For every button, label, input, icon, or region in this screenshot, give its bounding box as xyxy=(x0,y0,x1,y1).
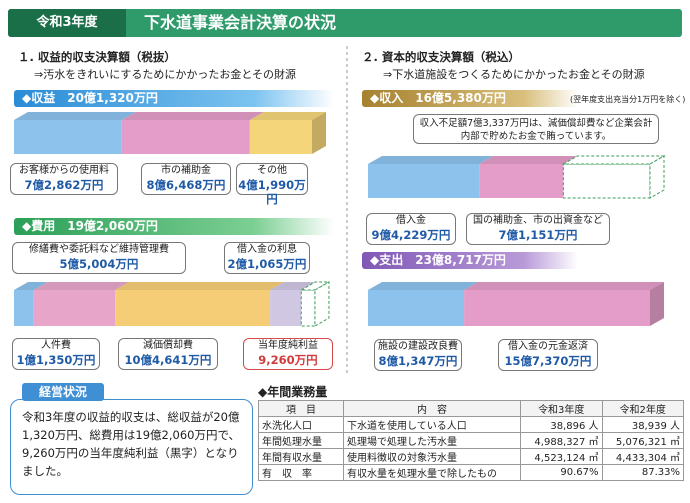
section1-subheading: ⇒汚水をきれいにするためにかかったお金とその財源 xyxy=(34,68,296,81)
row-content: 有収水量を処理水量で除したもの xyxy=(343,464,521,481)
revenue-bar-segment-3-top xyxy=(249,112,326,120)
row-item: 年間有収水量 xyxy=(258,448,344,465)
row-item: 有 収 率 xyxy=(258,464,344,481)
expenditure-bar-segment-1-top xyxy=(368,282,479,290)
revenue-bar-side xyxy=(312,112,326,154)
row-content: 下水道を使用している人口 xyxy=(343,416,521,433)
table-row: 年間有収水量 使用料徴収の対象汚水量 4,523,124 ㎥ 4,433,304… xyxy=(258,448,684,465)
row-content: 処理場で処理した汚水量 xyxy=(343,432,521,449)
table-row: 年間処理水量 処理場で処理した汚水量 4,988,327 ㎥ 5,076,321… xyxy=(258,432,684,449)
income-bar-segment-3 xyxy=(562,163,651,199)
management-status-text: 令和3年度の収益的収支は、総収益が20億1,320万円、総費用は19億2,060… xyxy=(22,410,241,478)
table-header-row: 項 目 内 容 令和3年度 令和2年度 xyxy=(258,400,684,417)
expense-bar-segment-5-top xyxy=(299,281,331,291)
expense-bar-segment-4-top xyxy=(270,282,316,290)
expenditure-bar-side xyxy=(650,282,664,326)
expense-band: ◆費用 19億2,060万円 xyxy=(14,218,334,235)
income-bar-side xyxy=(649,155,665,199)
row-r2: 5,076,321 ㎥ xyxy=(601,432,684,449)
section2-heading: ２. 資本的収支決算額（税込） xyxy=(362,50,520,64)
revenue-bar-segment-3 xyxy=(249,120,312,154)
management-status-box xyxy=(10,399,253,495)
callout-personnel: 人件費 1億1,350万円 xyxy=(12,338,100,370)
income-band: ◆収入 16億5,380万円 xyxy=(362,90,578,107)
revenue-band: ◆収益 20億1,320万円 xyxy=(14,90,334,107)
income-bar-segment-1-top xyxy=(368,156,494,164)
expense-bar-segment-4 xyxy=(270,290,302,326)
income-note: (翌年度支出充当分1万円を除く) xyxy=(570,95,686,104)
row-r3: 90.67% xyxy=(520,464,603,481)
callout-principal-repayment: 借入金の元金返済 15億7,370万円 xyxy=(498,339,598,371)
expenditure-bar-segment-2 xyxy=(464,290,650,326)
callout-other-revenue: その他 4億1,990万円 xyxy=(236,163,308,206)
row-item: 年間処理水量 xyxy=(258,432,344,449)
callout-maintenance: 修繕費や委託料など維持管理費 5億5,004万円 xyxy=(12,242,186,274)
expenditure-title: ◆支出 23億8,717万円 xyxy=(370,253,506,267)
callout-borrowing: 借入金 9億4,229万円 xyxy=(366,213,456,245)
callout-construction: 施設の建設改良費 8億1,347万円 xyxy=(374,339,462,371)
expense-bar-segment-1 xyxy=(14,290,34,326)
revenue-bar-segment-1 xyxy=(14,120,122,154)
expenditure-band: ◆支出 23億8,717万円 xyxy=(362,252,578,269)
expense-bar-segment-3 xyxy=(115,290,271,326)
section2-subheading: ⇒下水道施設をつくるためにかかったお金とその財源 xyxy=(383,68,645,81)
expenditure-bar-segment-1 xyxy=(368,290,465,326)
expenditure-bar-segment-2-top xyxy=(464,282,664,290)
income-bar-segment-3-top xyxy=(561,155,666,165)
revenue-bar-segment-2-top xyxy=(121,112,264,120)
table-title: ◆年間業務量 xyxy=(258,385,328,399)
callout-shortfall: 収入不足額7億3,337万円は、減価償却費など企業会計内部で貯めたお金で賄ってい… xyxy=(413,114,659,144)
chart-canvas xyxy=(14,112,666,327)
row-r2: 87.33% xyxy=(601,464,684,481)
section-divider xyxy=(346,46,348,376)
expense-title: ◆費用 19億2,060万円 xyxy=(22,219,158,233)
fiscal-year-label: 令和3年度 xyxy=(8,9,126,37)
callout-customer-fee: お客様からの使用料 7億2,862万円 xyxy=(10,163,118,195)
expense-bar-segment-2 xyxy=(33,290,116,326)
row-r2: 4,433,304 ㎥ xyxy=(601,448,684,465)
header-r3: 令和3年度 xyxy=(520,400,603,417)
section1-heading: １. 収益的収支決算額（税抜） xyxy=(18,50,176,64)
header-item: 項 目 xyxy=(258,400,344,417)
income-bar-segment-2-top xyxy=(479,156,578,164)
income-title: ◆収入 16億5,380万円 xyxy=(370,91,506,105)
revenue-title: ◆収益 20億1,320万円 xyxy=(22,91,158,105)
expense-bar-segment-3-top xyxy=(115,282,285,290)
row-item: 水洗化人口 xyxy=(258,416,344,433)
expense-bar-segment-2-top xyxy=(33,282,130,290)
callout-city-subsidy: 市の補助金 8億6,468万円 xyxy=(141,163,231,195)
row-r3: 4,523,124 ㎥ xyxy=(520,448,603,465)
row-content: 使用料徴収の対象汚水量 xyxy=(343,448,521,465)
management-status-tag: 経営状況 xyxy=(22,383,104,401)
callout-interest: 借入金の利息 2億1,065万円 xyxy=(224,242,310,274)
page-title: 下水道事業会計決算の状況 xyxy=(144,13,337,32)
annual-volume-table: 項 目 内 容 令和3年度 令和2年度 水洗化人口 下水道を使用している人口 3… xyxy=(258,400,684,481)
title-bar: 令和3年度 下水道事業会計決算の状況 xyxy=(8,9,682,37)
expense-bar-segment-5 xyxy=(300,289,316,327)
row-r3: 4,988,327 ㎥ xyxy=(520,432,603,449)
callout-national-subsidy: 国の補助金、市の出資金など 7億1,151万円 xyxy=(466,213,610,245)
revenue-bar-segment-2 xyxy=(121,120,250,154)
table-row: 水洗化人口 下水道を使用している人口 38,896 人 38,939 人 xyxy=(258,416,684,433)
row-r2: 38,939 人 xyxy=(601,416,684,433)
income-bar-segment-2 xyxy=(479,164,564,198)
revenue-bar-segment-1-top xyxy=(14,112,136,120)
callout-depreciation: 減価償却費 10億4,641万円 xyxy=(118,338,218,370)
callout-net-profit: 当年度純利益 9,260万円 xyxy=(243,338,333,370)
table-row: 有 収 率 有収水量を処理水量で除したもの 90.67% 87.33% xyxy=(258,464,684,481)
row-r3: 38,896 人 xyxy=(520,416,603,433)
header-content: 内 容 xyxy=(343,400,521,417)
header-r2: 令和2年度 xyxy=(601,400,684,417)
income-bar-segment-1 xyxy=(368,164,480,198)
expense-bar-segment-1-top xyxy=(14,282,48,290)
expense-bar-side xyxy=(314,281,330,327)
